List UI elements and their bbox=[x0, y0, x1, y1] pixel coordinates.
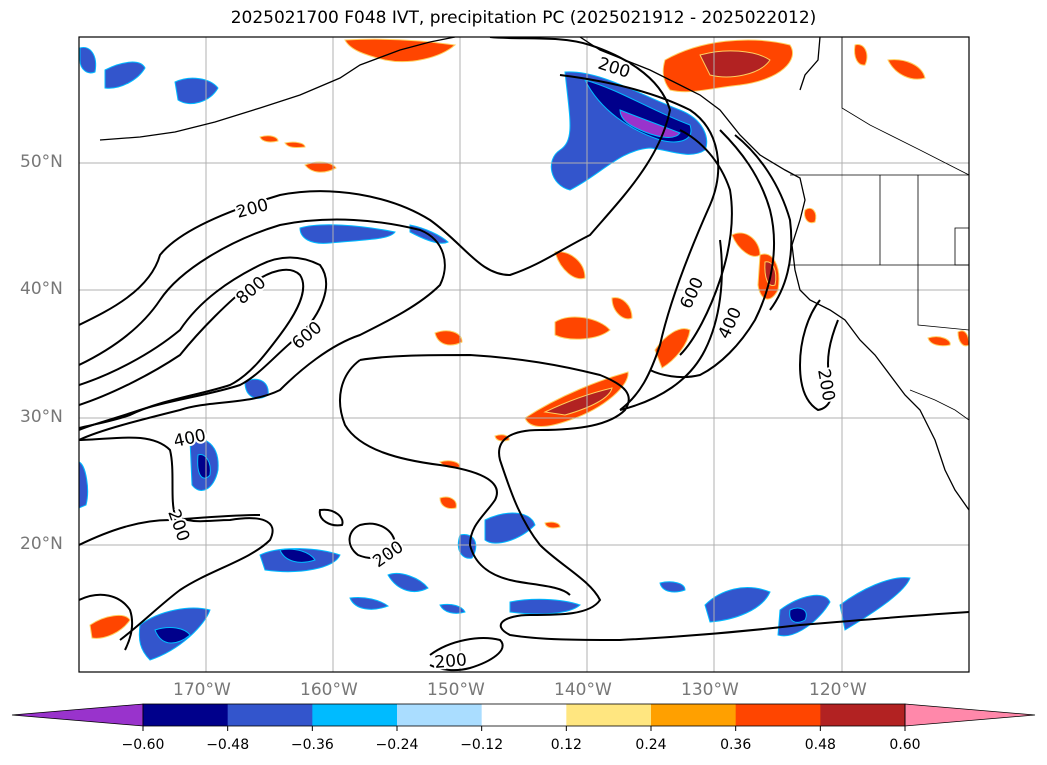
lat-label-40n: 40°N bbox=[20, 279, 63, 299]
plot-area bbox=[79, 37, 969, 672]
ivt-contours bbox=[79, 37, 969, 672]
lat-label-30n: 30°N bbox=[20, 407, 63, 427]
colorbar-bin bbox=[566, 704, 652, 726]
colorbar-tick-label: 0.60 bbox=[889, 737, 920, 753]
lon-label-150w: 150°W bbox=[427, 680, 485, 700]
lat-label-20n: 20°N bbox=[20, 534, 63, 554]
colorbar-tick-label: −0.24 bbox=[376, 737, 419, 753]
colorbar-frame bbox=[142, 703, 906, 727]
colorbar-bin bbox=[312, 704, 398, 726]
lon-label-120w: 120°W bbox=[809, 680, 867, 700]
colorbar-tick-label: −0.48 bbox=[206, 737, 249, 753]
political-borders bbox=[790, 37, 969, 421]
colorbar-bin bbox=[143, 704, 229, 726]
colorbar-bin bbox=[481, 704, 567, 726]
colorbar-tick-label: 0.24 bbox=[635, 737, 666, 753]
colorbar-tick-label: 0.12 bbox=[551, 737, 582, 753]
colorbar-tick-label: −0.36 bbox=[291, 737, 334, 753]
colorbar-bin bbox=[227, 704, 313, 726]
colorbar-extend-high bbox=[904, 703, 1036, 727]
lon-label-130w: 130°W bbox=[681, 680, 739, 700]
colorbar-bin bbox=[651, 704, 737, 726]
colorbar-tick-label: 0.36 bbox=[720, 737, 751, 753]
colorbar-bin bbox=[820, 704, 906, 726]
lat-label-50n: 50°N bbox=[20, 152, 63, 172]
colorbar-tick-label: 0.48 bbox=[805, 737, 836, 753]
colorbar-tick-label: −0.60 bbox=[122, 737, 165, 753]
lon-label-140w: 140°W bbox=[554, 680, 612, 700]
precip-negative-shading bbox=[79, 46, 911, 661]
colorbar-bin bbox=[735, 704, 821, 726]
plot-frame bbox=[78, 36, 970, 673]
coastlines bbox=[99, 37, 969, 511]
colorbar-bin bbox=[397, 704, 483, 726]
colorbar-tick-label: −0.12 bbox=[460, 737, 503, 753]
contour-label-200-south: 200 bbox=[434, 650, 468, 673]
lon-label-170w: 170°W bbox=[173, 680, 231, 700]
map-title: 2025021700 F048 IVT, precipitation PC (2… bbox=[230, 8, 817, 28]
colorbar: −0.60 −0.48 −0.36 −0.24 −0.12 0.12 0.24 0.36 0.4… bbox=[11, 703, 1036, 753]
colorbar-extend-low bbox=[11, 703, 144, 727]
lon-label-160w: 160°W bbox=[300, 680, 358, 700]
precip-positive-shading bbox=[89, 38, 969, 639]
